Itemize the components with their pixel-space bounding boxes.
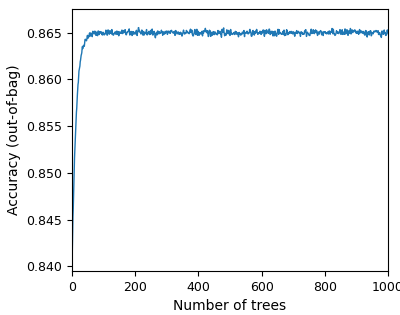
- Y-axis label: Accuracy (out-of-bag): Accuracy (out-of-bag): [7, 65, 21, 215]
- X-axis label: Number of trees: Number of trees: [174, 299, 286, 313]
